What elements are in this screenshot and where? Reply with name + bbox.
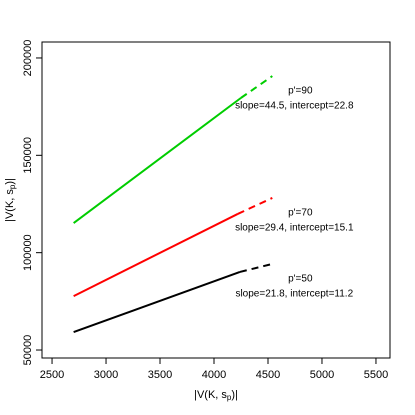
- y-tick-label: 100000: [22, 234, 34, 271]
- x-tick-label: 5000: [310, 369, 334, 381]
- annotation: slope=44.5, intercept=22.8: [235, 101, 354, 112]
- x-axis-label: |V(K, sp)|: [194, 389, 238, 402]
- x-tick-label: 3500: [148, 369, 172, 381]
- annotation: p'=70: [288, 208, 313, 219]
- series-line: [73, 97, 242, 224]
- x-tick-label: 4500: [256, 369, 280, 381]
- y-tick-label: 50000: [22, 335, 34, 366]
- annotation: p'=90: [288, 86, 313, 97]
- x-tick-label: 2500: [40, 369, 64, 381]
- y-tick-label: 150000: [22, 137, 34, 174]
- annotation: slope=21.8, intercept=11.2: [235, 289, 353, 300]
- series-extension: [240, 75, 273, 99]
- x-tick-label: 5500: [364, 369, 388, 381]
- annotation: slope=29.4, intercept=15.1: [235, 223, 354, 234]
- annotation: p'=50: [288, 274, 313, 285]
- series-line: [73, 271, 241, 334]
- x-tick-label: 3000: [94, 369, 118, 381]
- y-tick-label: 200000: [22, 40, 34, 77]
- y-axis-label: |V(K, sp)|: [4, 178, 17, 222]
- x-tick-label: 4000: [202, 369, 226, 381]
- plot-box: [41, 41, 391, 359]
- series-extension: [239, 262, 273, 273]
- series-extension: [237, 197, 273, 215]
- series-line: [73, 213, 239, 297]
